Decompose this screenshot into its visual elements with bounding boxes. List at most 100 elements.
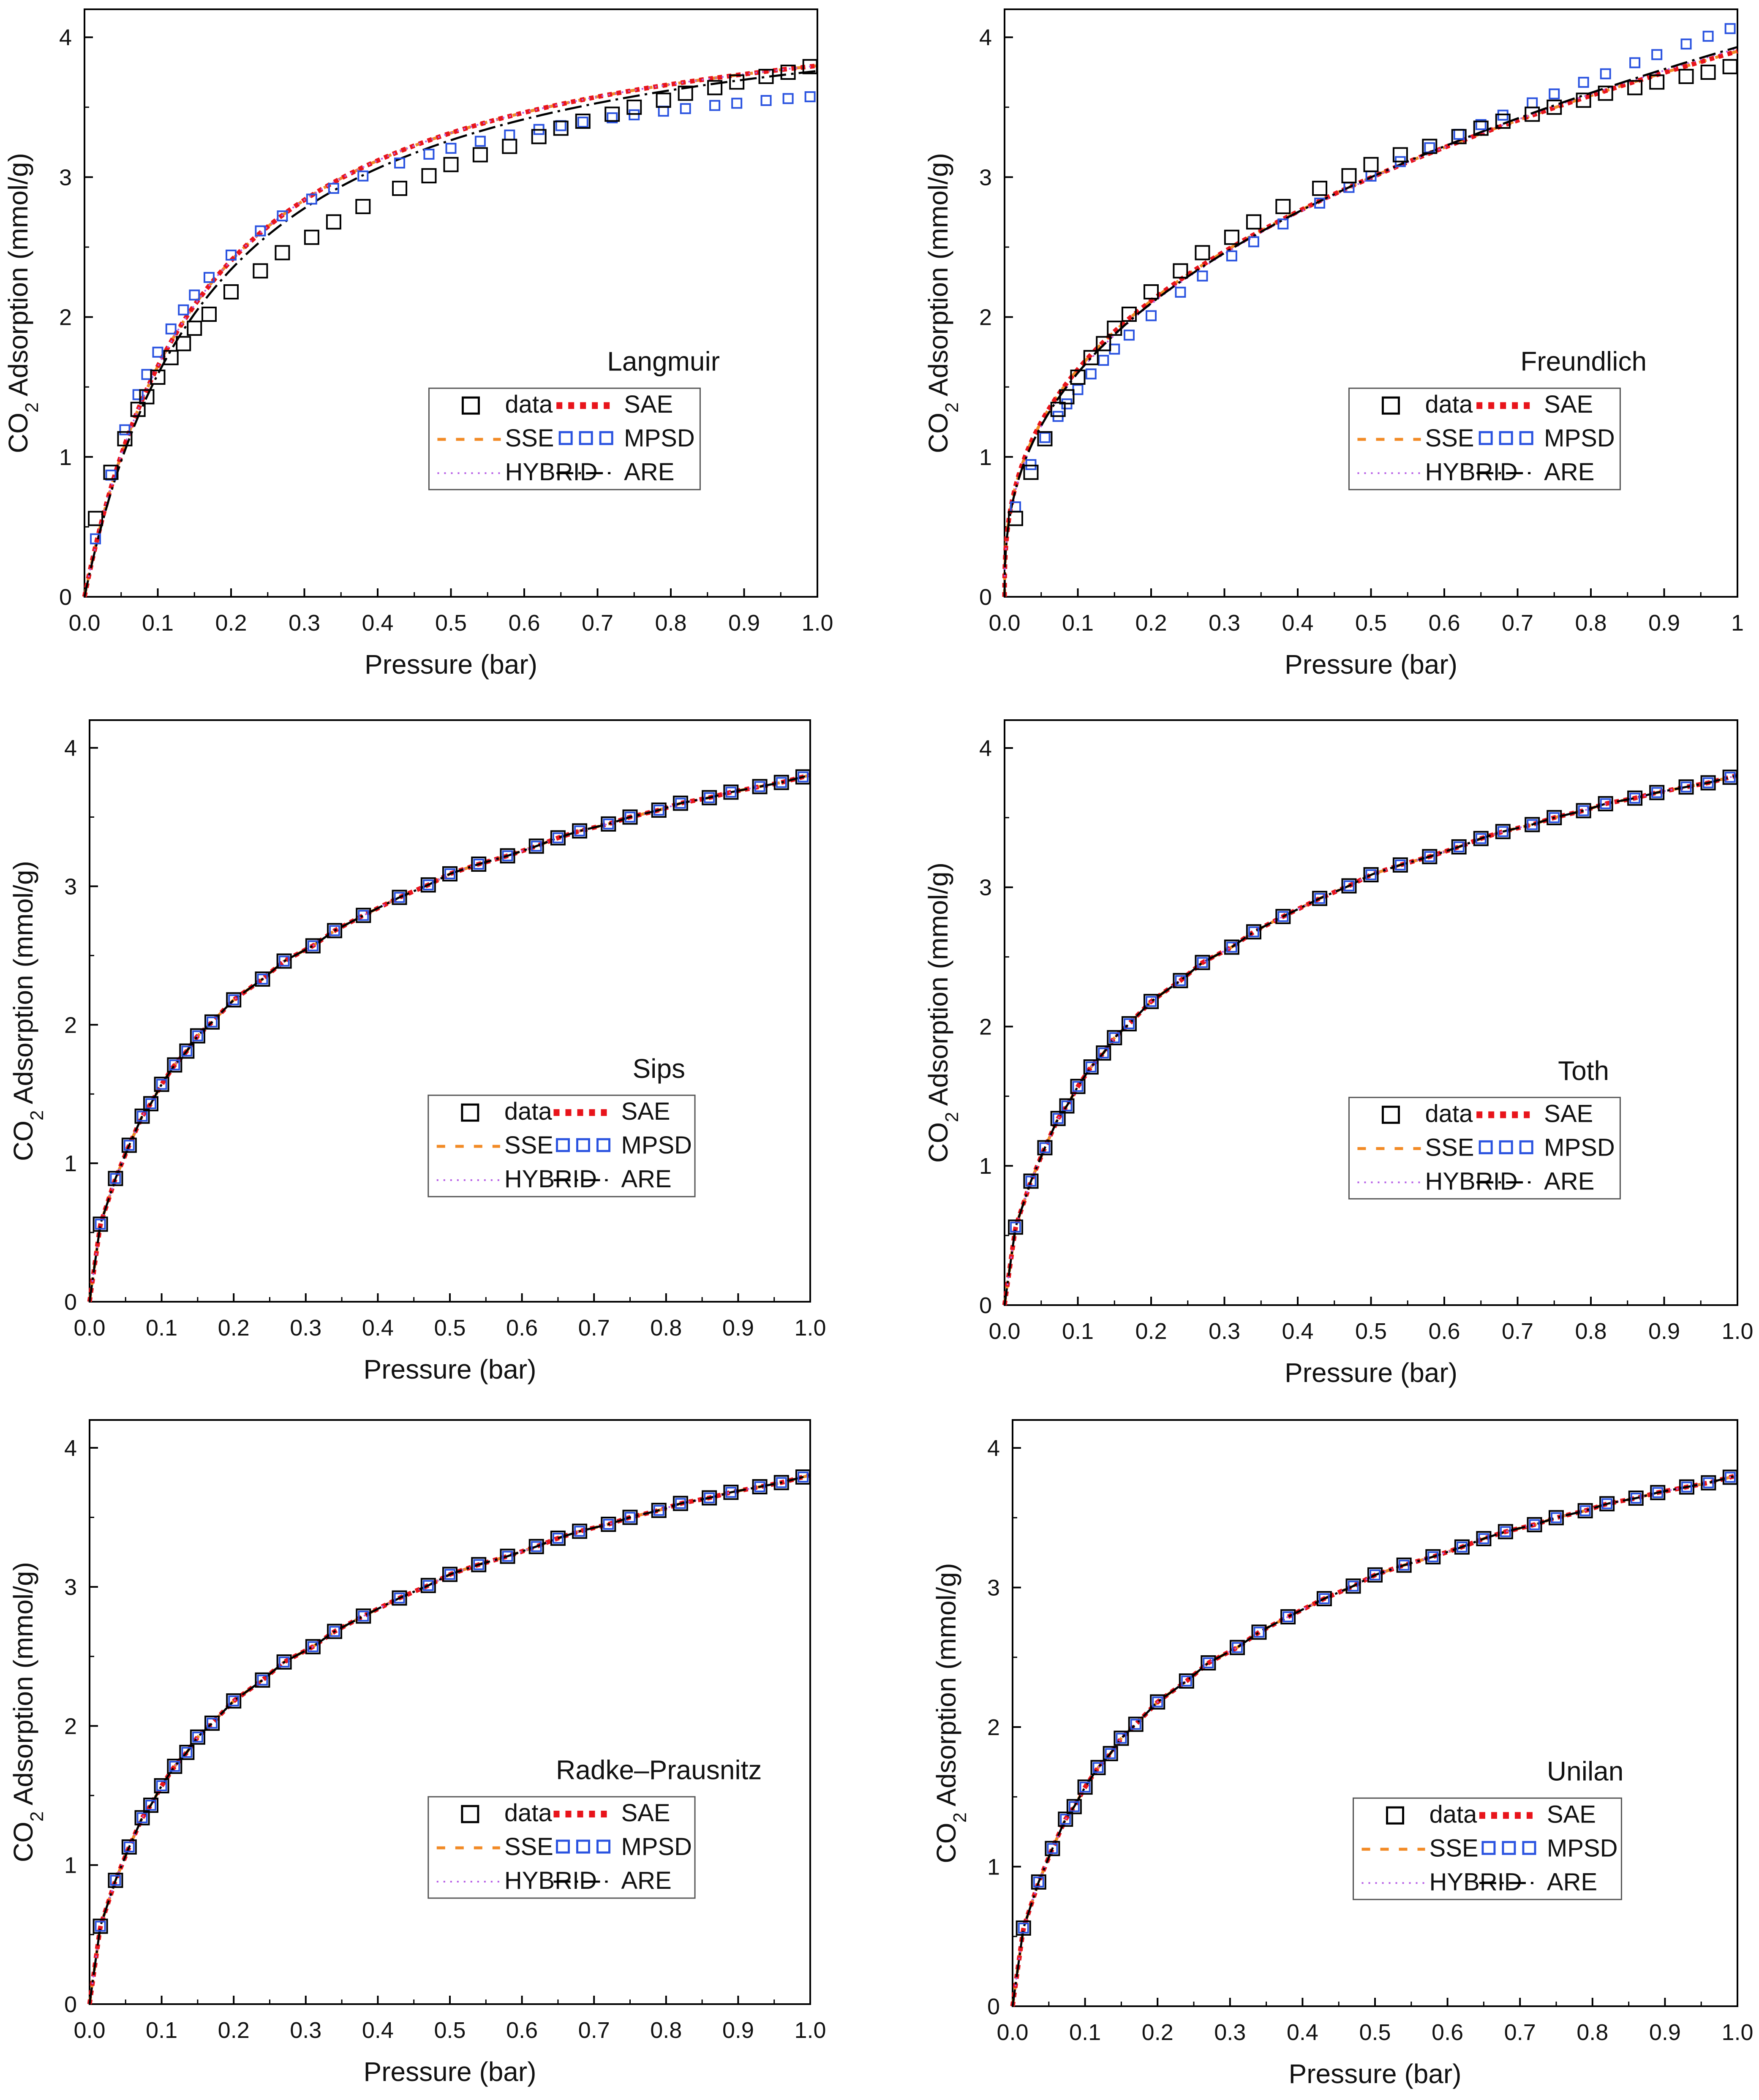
data-point <box>88 511 103 526</box>
legend-hybrid-label: HYBRID <box>1425 458 1517 486</box>
mpsd-marker <box>1203 1657 1214 1669</box>
mpsd-marker <box>680 103 691 114</box>
data-point <box>1045 1841 1060 1856</box>
mpsd-marker <box>444 868 455 879</box>
data-point <box>255 971 270 987</box>
model-title: Langmuir <box>607 346 720 376</box>
data-point <box>392 1590 407 1606</box>
mpsd-marker <box>473 1559 485 1570</box>
y-tick-label: 2 <box>64 1714 77 1739</box>
mpsd-marker <box>110 1173 121 1184</box>
data-point <box>1722 1469 1738 1485</box>
legend-data-label: data <box>505 391 553 418</box>
mpsd-marker <box>1478 1533 1489 1544</box>
data-point <box>1392 147 1408 163</box>
mpsd-marker <box>1549 88 1560 100</box>
data-point <box>226 1693 242 1709</box>
data-point <box>201 306 217 322</box>
legend-are-label: ARE <box>621 1165 671 1193</box>
mpsd-marker <box>1277 911 1289 922</box>
data-point <box>1722 770 1738 785</box>
data-point <box>1246 924 1261 940</box>
mpsd-marker <box>156 1780 167 1792</box>
data-point <box>154 1077 169 1092</box>
mpsd-marker <box>1551 1512 1562 1523</box>
mpsd-marker <box>307 1641 319 1652</box>
mpsd-marker <box>704 792 715 803</box>
legend-sse-label: SSE <box>1430 1834 1479 1862</box>
mpsd-marker <box>1018 1922 1029 1934</box>
data-point <box>550 1530 566 1546</box>
data-point <box>179 1744 195 1760</box>
data-point <box>622 809 638 825</box>
legend-data-marker <box>1381 1105 1400 1124</box>
data-point <box>1107 1030 1122 1045</box>
plot-frame <box>1004 719 1738 1306</box>
data-point <box>1700 775 1716 791</box>
data-point <box>1678 68 1694 84</box>
mpsd-marker <box>473 858 485 870</box>
x-tick-label: 0.2 <box>1135 1319 1167 1344</box>
mpsd-marker <box>1226 941 1237 953</box>
y-tick-label: 3 <box>64 1575 77 1600</box>
mpsd-marker <box>1680 38 1692 50</box>
x-tick-label: 0.3 <box>289 610 320 636</box>
mpsd-marker <box>653 805 664 816</box>
mpsd-marker <box>136 1812 148 1823</box>
mpsd-marker <box>1085 1061 1097 1073</box>
data-point <box>1549 1510 1564 1526</box>
mpsd-marker <box>357 170 369 182</box>
mpsd-marker <box>1231 1642 1243 1653</box>
mpsd-marker <box>607 112 618 123</box>
data-point <box>1179 1673 1194 1689</box>
data-point <box>1678 779 1694 795</box>
mpsd-marker <box>704 1492 715 1504</box>
data-point <box>326 214 341 230</box>
data-point <box>275 245 290 261</box>
mpsd-marker <box>1527 97 1538 109</box>
data-point <box>355 199 371 214</box>
y-tick-label: 2 <box>59 305 72 330</box>
legend-data-marker <box>461 1805 479 1823</box>
y-tick-label: 3 <box>987 1575 1000 1601</box>
data-point <box>134 1810 150 1825</box>
mpsd-marker <box>1123 1018 1135 1029</box>
mpsd-marker <box>132 389 144 400</box>
data-point <box>103 465 119 480</box>
x-tick-label: 1.0 <box>801 610 833 636</box>
mpsd-marker <box>1314 893 1326 904</box>
mpsd-marker <box>257 974 268 985</box>
data-point <box>143 1096 159 1112</box>
mpsd-marker <box>531 841 542 852</box>
y-tick-label: 1 <box>64 1853 77 1878</box>
mpsd-marker <box>1098 355 1109 366</box>
curve-sae <box>1002 773 1738 1306</box>
data-point <box>1096 1045 1111 1061</box>
mpsd-marker <box>1652 1487 1664 1498</box>
data-point <box>1425 1549 1441 1564</box>
data-point <box>443 157 459 172</box>
mpsd-marker <box>552 832 564 843</box>
x-tick-label: 0.4 <box>1282 1319 1313 1344</box>
data-point <box>1083 1059 1099 1075</box>
data-point <box>167 1758 182 1774</box>
legend-are-label: ARE <box>1544 458 1594 486</box>
x-tick-label: 0.1 <box>1062 1319 1094 1344</box>
x-tick-label: 0.5 <box>1355 1319 1387 1344</box>
plot-frame <box>89 719 811 1303</box>
mpsd-marker <box>1039 1142 1051 1153</box>
mpsd-marker <box>207 1717 218 1729</box>
mpsd-marker <box>329 925 340 936</box>
data-point <box>1649 785 1665 800</box>
data-point <box>1345 1578 1361 1594</box>
data-point <box>1275 199 1291 214</box>
curve-sse <box>83 64 818 597</box>
data-point <box>1150 1694 1165 1710</box>
mpsd-marker <box>555 120 566 131</box>
data-point <box>1128 1716 1144 1732</box>
model-title: Radke–Prausnitz <box>556 1755 762 1785</box>
data-point <box>723 784 739 800</box>
y-tick-label: 4 <box>59 25 72 50</box>
data-point <box>1312 180 1328 196</box>
data-point <box>1121 1016 1137 1031</box>
